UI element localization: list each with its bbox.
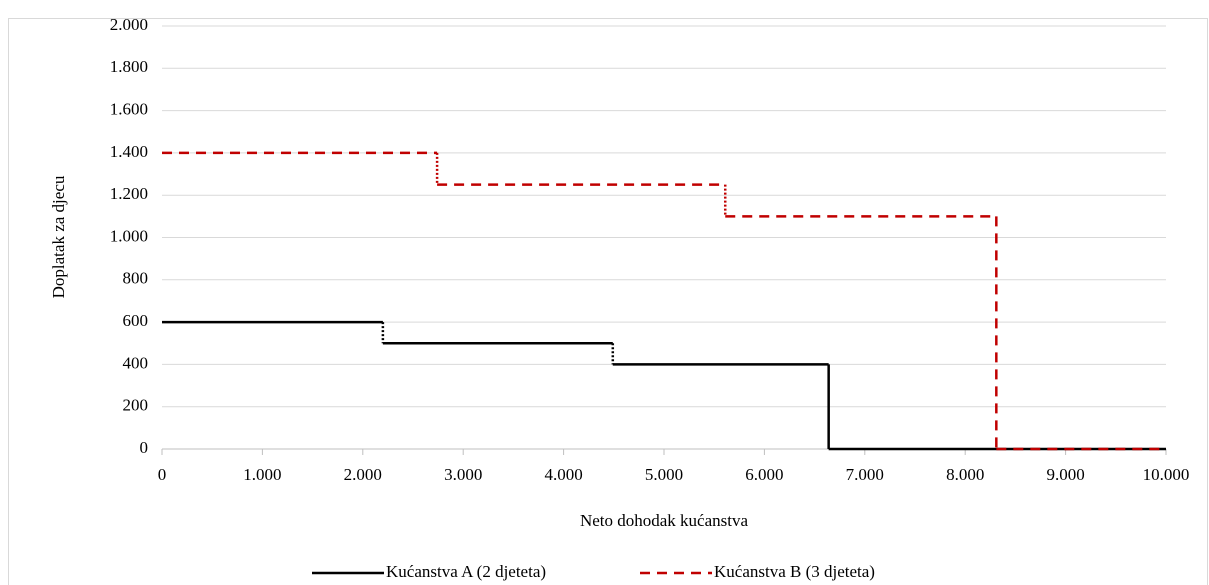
y-tick-label: 1.400 [110,142,148,161]
chart-frame [8,18,1208,585]
x-tick-label: 5.000 [645,465,683,484]
x-axis-title: Neto dohodak kućanstva [580,511,749,530]
y-tick-label: 0 [140,438,149,457]
y-tick-label: 600 [123,311,149,330]
y-tick-label: 1.600 [110,100,148,119]
legend-label: Kućanstva B (3 djeteta) [714,562,875,581]
x-tick-label: 6.000 [745,465,783,484]
x-tick-label: 0 [158,465,167,484]
x-tick-label: 9.000 [1046,465,1084,484]
x-tick-label: 1.000 [243,465,281,484]
y-tick-label: 800 [123,269,149,288]
y-tick-label: 2.000 [110,15,148,34]
x-tick-label: 10.000 [1143,465,1190,484]
x-tick-label: 8.000 [946,465,984,484]
x-tick-label: 2.000 [344,465,382,484]
x-tick-label: 7.000 [846,465,884,484]
y-tick-label: 1.200 [110,184,148,203]
x-tick-label: 4.000 [544,465,582,484]
y-axis-title: Doplatak za djecu [49,175,68,298]
y-tick-label: 1.000 [110,226,148,245]
legend-label: Kućanstva A (2 djeteta) [386,562,546,581]
y-tick-label: 1.800 [110,57,148,76]
x-tick-label: 3.000 [444,465,482,484]
y-tick-label: 400 [123,353,149,372]
y-tick-label: 200 [123,396,149,415]
